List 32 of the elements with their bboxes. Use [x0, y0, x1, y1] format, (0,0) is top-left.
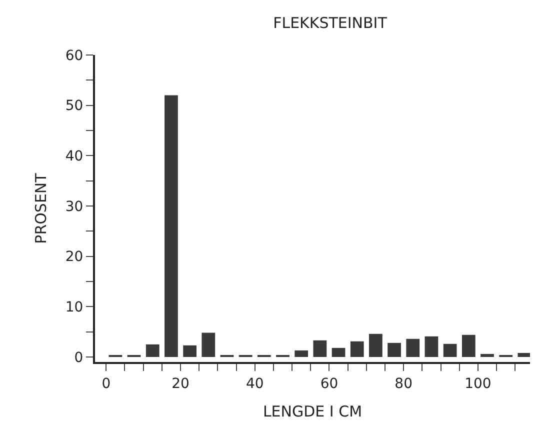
x-tick-label: 40 — [246, 376, 264, 392]
y-tick-label: 30 — [65, 198, 84, 215]
bar — [462, 334, 476, 357]
bar — [369, 334, 382, 357]
y-tick-label: 10 — [65, 300, 84, 316]
bar — [164, 95, 178, 357]
chart-title: FLEKKSTEINBIT — [273, 14, 388, 32]
x-tick-label: 20 — [172, 376, 190, 392]
bar — [183, 345, 196, 357]
y-tick-label: 60 — [65, 48, 84, 64]
y-tick-label: 40 — [65, 148, 84, 165]
bar — [313, 340, 327, 357]
bar — [388, 342, 401, 357]
bar — [406, 338, 420, 357]
bar — [443, 344, 457, 357]
bar — [424, 336, 438, 357]
x-tick-label: 0 — [102, 376, 111, 392]
y-tick-label: 50 — [65, 98, 84, 114]
bar — [480, 354, 494, 357]
x-axis-title: LENGDE I CM — [262, 402, 362, 420]
x-tick-label: 100 — [464, 376, 492, 392]
bar — [350, 341, 364, 357]
x-tick-label: 60 — [320, 376, 338, 392]
y-axis-title: PROSENT — [32, 172, 50, 244]
bar — [518, 352, 530, 357]
bar — [146, 344, 160, 357]
y-tick-label: 0 — [74, 350, 84, 366]
bar — [332, 348, 346, 357]
bar — [294, 350, 308, 357]
y-tick-label: 20 — [65, 249, 84, 266]
bar — [202, 332, 216, 357]
x-tick-label: 80 — [394, 376, 413, 392]
